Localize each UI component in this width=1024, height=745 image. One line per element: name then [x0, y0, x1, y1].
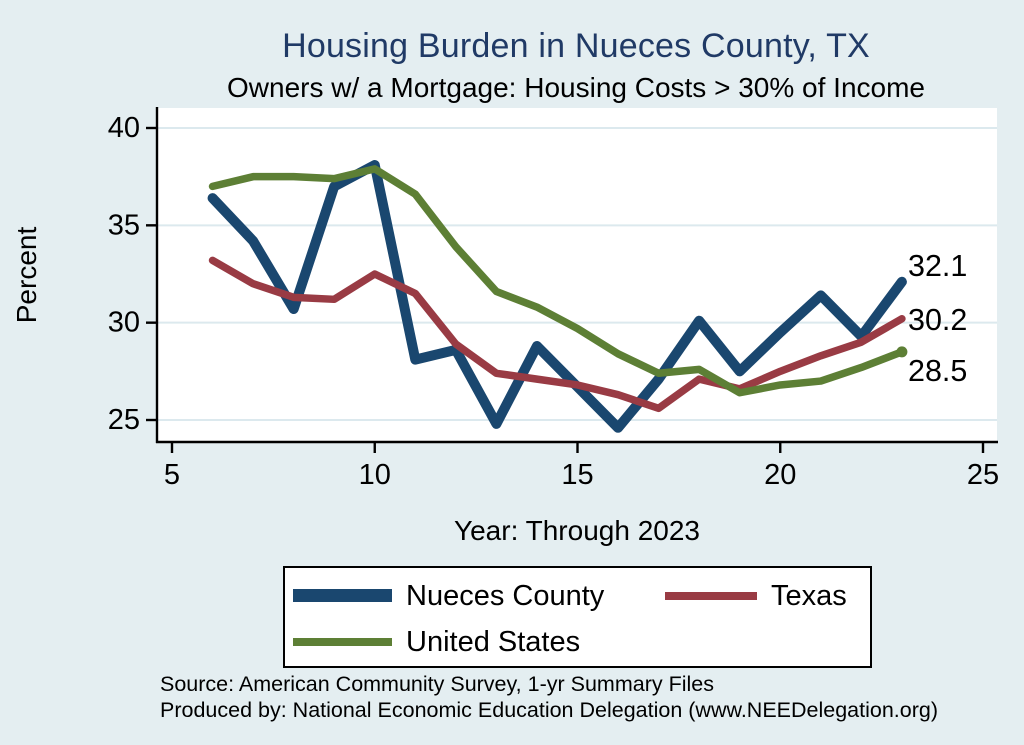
source-note: Source: American Community Survey, 1-yr … [160, 672, 714, 696]
series-line-nueces-county [207, 159, 907, 433]
x-tick-label-5: 5 [164, 459, 180, 491]
legend-swatch-texas [665, 592, 757, 600]
end-label-nueces-county: 32.1 [908, 249, 967, 283]
x-tick-label-20: 20 [764, 459, 796, 491]
end-label-united-states: 28.5 [908, 354, 967, 388]
y-tick-label-25: 25 [108, 404, 140, 436]
y-tick-label-40: 40 [108, 112, 140, 144]
legend-label-nueces-county: Nueces County [406, 580, 605, 612]
series-line-united-states [208, 165, 906, 397]
x-tick-label-15: 15 [561, 459, 593, 491]
x-axis-title: Year: Through 2023 [454, 515, 700, 546]
y-tick-label-30: 30 [108, 307, 140, 339]
y-axis-title: Percent [11, 227, 42, 324]
chart-subtitle: Owners w/ a Mortgage: Housing Costs > 30… [227, 72, 925, 103]
legend-box: Nueces County Texas United States [283, 566, 872, 668]
x-tick-label-25: 25 [967, 459, 999, 491]
x-tick-label-10: 10 [359, 459, 391, 491]
end-label-texas: 30.2 [908, 303, 967, 337]
legend-label-united-states: United States [406, 626, 581, 658]
end-marker-united-states [896, 346, 908, 358]
y-tick-label-35: 35 [108, 209, 140, 241]
chart-title: Housing Burden in Nueces County, TX [282, 27, 870, 65]
produced-by-note: Produced by: National Economic Education… [160, 698, 938, 722]
footer-notes: Source: American Community Survey, 1-yr … [160, 671, 938, 723]
legend-label-texas: Texas [771, 580, 847, 612]
series-line-texas [208, 256, 906, 413]
legend-swatch-nueces-county [293, 589, 392, 602]
legend-swatch-united-states [293, 638, 392, 646]
